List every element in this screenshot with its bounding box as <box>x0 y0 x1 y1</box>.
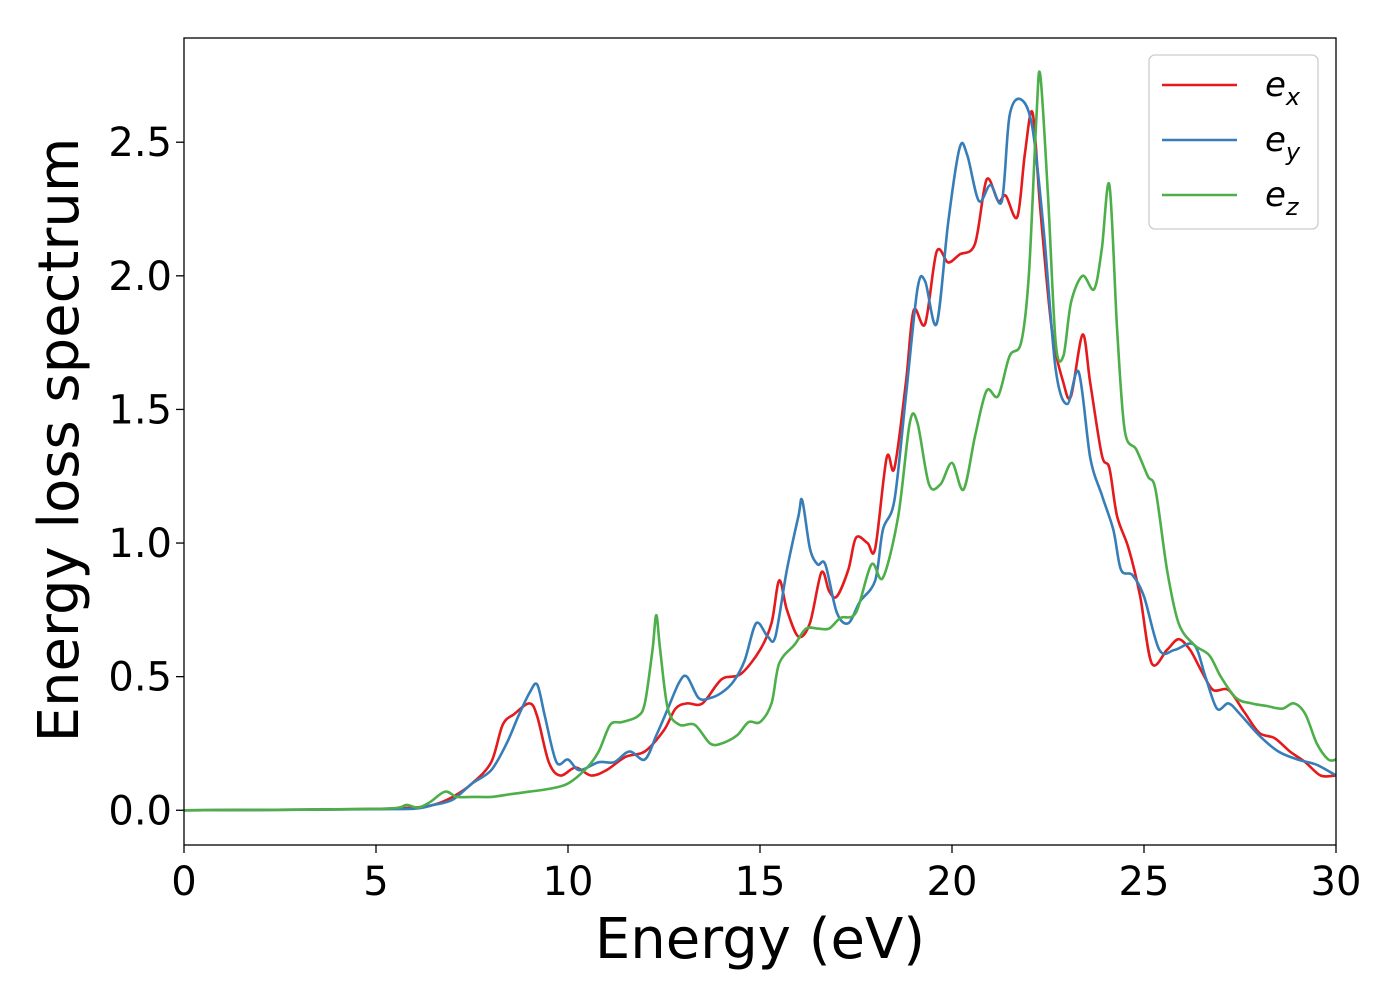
y-tick-label: 1.0 <box>108 521 172 567</box>
axes: 0 5 10 15 20 25 30 0.0 0.5 1.0 1.5 2.0 2.5 <box>108 37 1362 905</box>
y-tick-label: 1.5 <box>108 387 172 433</box>
series-line-e-z <box>184 70 1336 812</box>
x-tick-label: 25 <box>1119 859 1170 905</box>
y-axis-title: Energy loss spectrum <box>27 138 92 743</box>
y-tick-label: 0.5 <box>108 655 172 701</box>
x-axis-title: Energy (eV) <box>595 907 925 972</box>
legend-box <box>1148 54 1319 230</box>
x-tick-label: 20 <box>927 859 978 905</box>
y-tick-label: 2.5 <box>108 120 172 166</box>
x-tick-label: 0 <box>171 859 196 905</box>
x-tick-label: 30 <box>1311 859 1362 905</box>
x-tick-label: 15 <box>735 859 786 905</box>
y-tick-label: 0.0 <box>108 788 172 834</box>
series-line-e-x <box>184 109 1336 812</box>
x-tick-label: 5 <box>363 859 388 905</box>
y-tick-label: 2.0 <box>108 254 172 300</box>
x-tick-label: 10 <box>543 859 594 905</box>
plot-area <box>184 70 1336 812</box>
